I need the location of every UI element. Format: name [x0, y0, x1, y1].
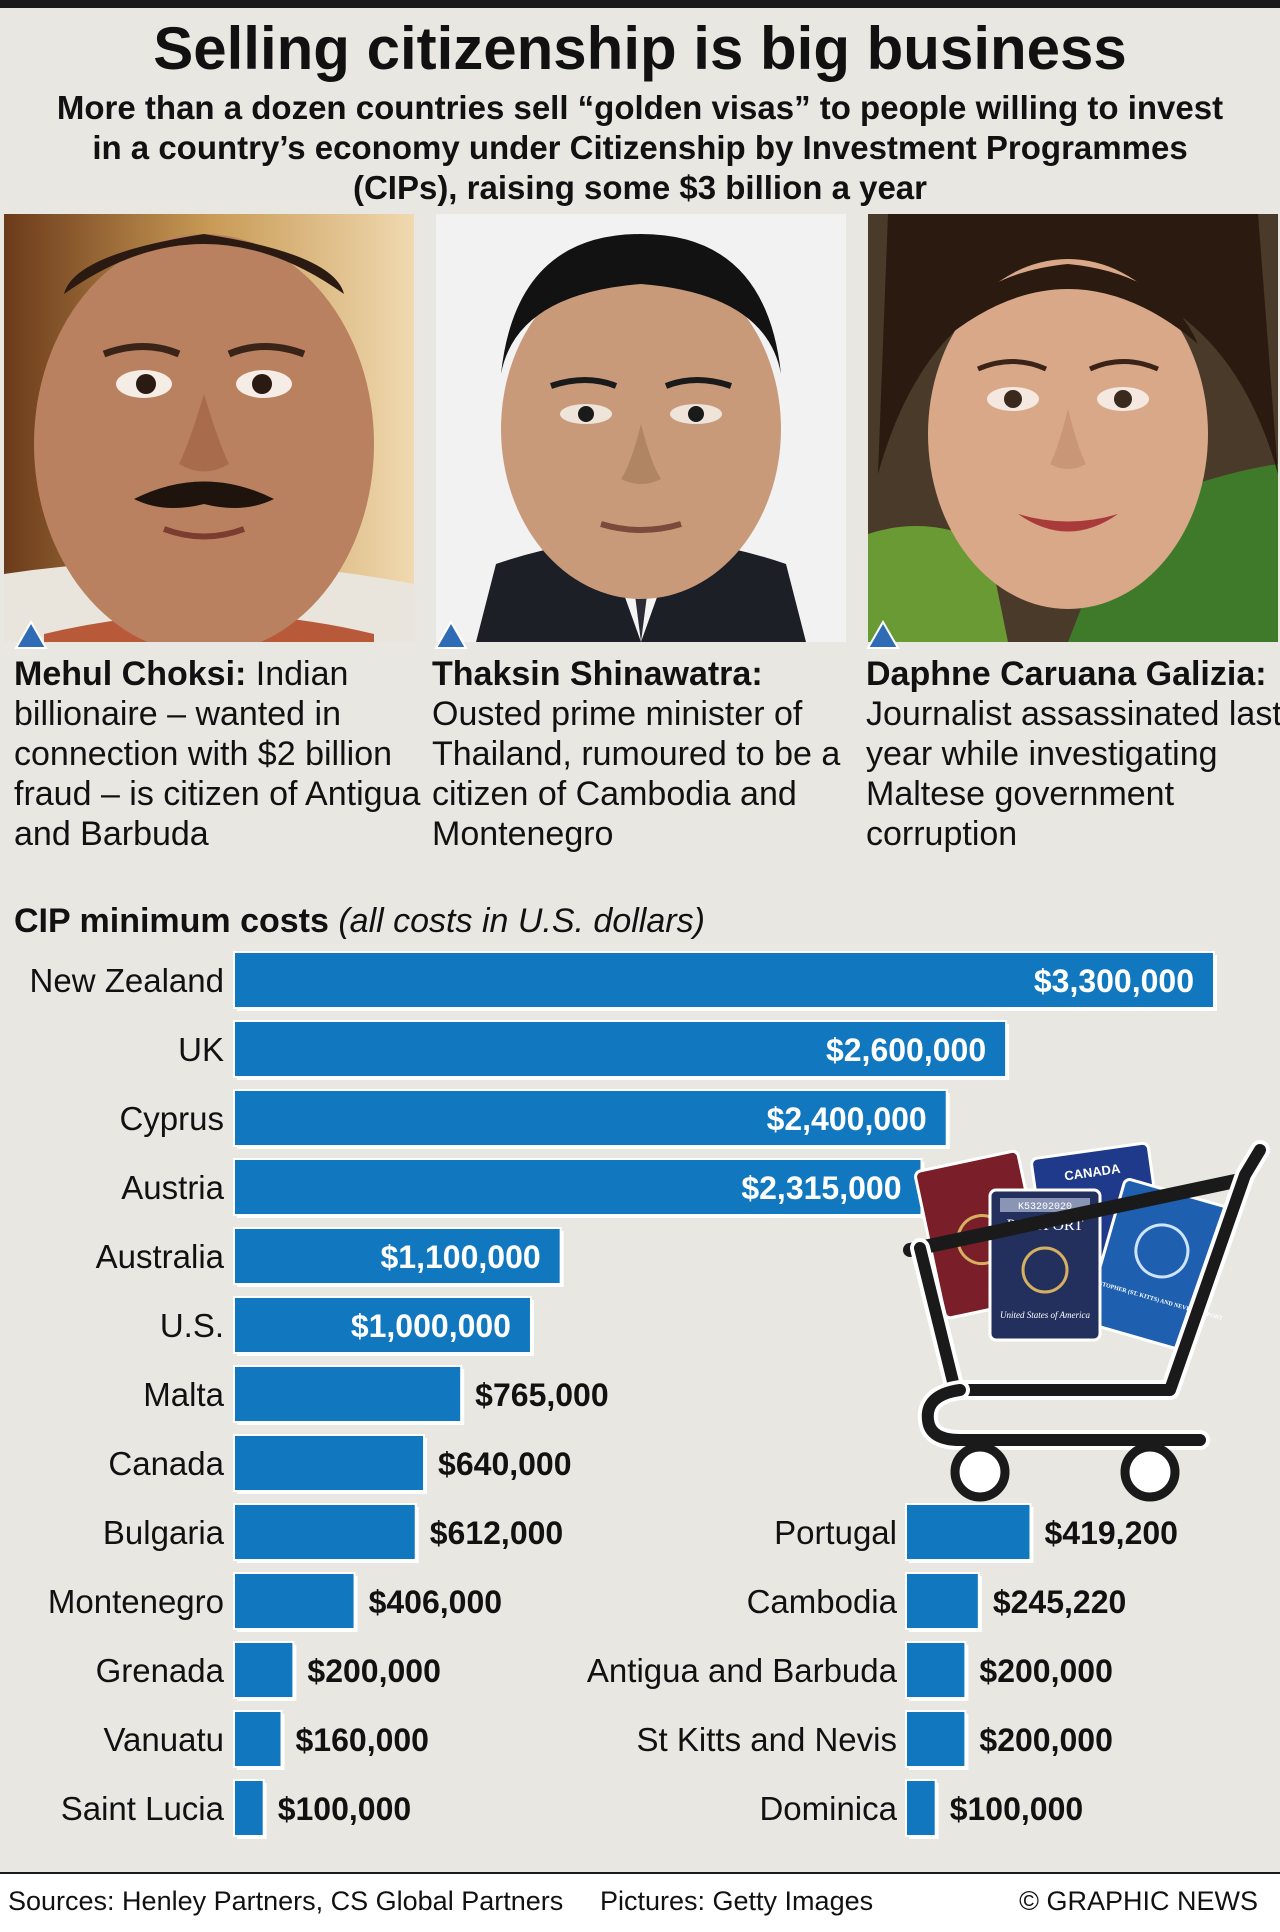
bar-cambodia — [905, 1572, 980, 1630]
value-label-cambodia: $245,220 — [993, 1584, 1126, 1620]
passport-us-country: United States of America — [1000, 1310, 1091, 1320]
bar-bulgaria — [233, 1503, 417, 1561]
bar-cyprus — [233, 1089, 948, 1147]
footer-sources: Sources: Henley Partners, CS Global Part… — [8, 1886, 564, 1916]
value-label-cyprus: $2,400,000 — [767, 1101, 927, 1137]
value-label-st-kitts-and-nevis: $200,000 — [979, 1722, 1112, 1758]
shopping-cart-icon: CANADA ST. CHRISTOPHER (ST. KITTS) AND N… — [903, 1140, 1270, 1502]
category-label-cyprus: Cyprus — [119, 1100, 224, 1137]
category-label-saint-lucia: Saint Lucia — [61, 1790, 225, 1827]
category-label-st-kitts-and-nevis: St Kitts and Nevis — [637, 1721, 897, 1758]
top-rule — [0, 0, 1280, 8]
category-label-vanuatu: Vanuatu — [104, 1721, 225, 1758]
footer-pictures: Pictures: Getty Images — [600, 1886, 874, 1916]
category-label-canada: Canada — [108, 1445, 224, 1482]
chart-title: CIP minimum costs (all costs in U.S. dol… — [14, 900, 1014, 942]
bar-dominica — [905, 1779, 937, 1837]
value-label-montenegro: $406,000 — [369, 1584, 502, 1620]
category-label-u-s-: U.S. — [160, 1307, 224, 1344]
value-label-saint-lucia: $100,000 — [278, 1791, 411, 1827]
bar-grenada — [233, 1641, 295, 1699]
caption-name: Thaksin Shinawatra: — [432, 655, 763, 693]
bar-u-s- — [233, 1296, 532, 1354]
caption-text: Indian billionaire – wanted in connectio… — [14, 655, 421, 853]
page-subtitle: More than a dozen countries sell “golden… — [56, 89, 1224, 206]
category-label-bulgaria: Bulgaria — [103, 1514, 225, 1551]
bar-uk — [233, 1020, 1008, 1078]
category-label-dominica: Dominica — [759, 1790, 897, 1827]
category-label-new-zealand: New Zealand — [30, 962, 224, 999]
value-label-portugal: $419,200 — [1044, 1515, 1177, 1551]
category-label-austria: Austria — [121, 1169, 224, 1206]
caption-thaksin-shinawatra: Thaksin Shinawatra: Ousted prime ministe… — [432, 654, 852, 854]
value-label-dominica: $100,000 — [950, 1791, 1083, 1827]
bar-montenegro — [233, 1572, 356, 1630]
page-title: Selling citizenship is big business — [153, 15, 1127, 82]
value-label-uk: $2,600,000 — [826, 1032, 986, 1068]
value-label-bulgaria: $612,000 — [430, 1515, 563, 1551]
caption-text: Journalist assassinated last year while … — [866, 695, 1280, 853]
category-label-cambodia: Cambodia — [747, 1583, 898, 1620]
category-label-portugal: Portugal — [774, 1514, 897, 1551]
pointer-triangle-icon — [866, 620, 900, 649]
footer-credit: © GRAPHIC NEWS — [1019, 1886, 1258, 1916]
caption-name: Daphne Caruana Galizia: — [866, 655, 1267, 693]
caption-mehul-choksi: Mehul Choksi: Indian billionaire – wante… — [14, 654, 434, 854]
bar-new-zealand — [233, 951, 1215, 1009]
category-label-montenegro: Montenegro — [48, 1583, 224, 1620]
category-label-australia: Australia — [96, 1238, 225, 1275]
value-label-malta: $765,000 — [475, 1377, 608, 1413]
chart-title-note: (all costs in U.S. dollars) — [338, 902, 705, 940]
bar-saint-lucia — [233, 1779, 265, 1837]
category-label-grenada: Grenada — [96, 1652, 225, 1689]
value-label-australia: $1,100,000 — [381, 1239, 541, 1275]
bar-malta — [233, 1365, 463, 1423]
bar-portugal — [905, 1503, 1032, 1561]
pointer-triangle-icon — [434, 620, 468, 649]
category-label-uk: UK — [178, 1031, 224, 1068]
bar-antigua-and-barbuda — [905, 1641, 967, 1699]
bar-chart: New Zealand $3,300,000 UK $2,600,000 Cyprus $… — [30, 951, 1217, 1839]
photo-thaksin-shinawatra — [436, 214, 846, 642]
caption-text: Ousted prime minister of Thailand, rumou… — [432, 695, 841, 853]
value-label-grenada: $200,000 — [307, 1653, 440, 1689]
value-label-austria: $2,315,000 — [741, 1170, 901, 1206]
pointer-triangle-icon — [14, 620, 48, 649]
bar-st-kitts-and-nevis — [905, 1710, 967, 1768]
category-label-malta: Malta — [143, 1376, 224, 1413]
photo-mehul-choksi — [4, 214, 414, 642]
bar-austria — [233, 1158, 923, 1216]
bar-australia — [233, 1227, 562, 1285]
photo-daphne-caruana-galizia — [868, 214, 1278, 642]
chart-title-text: CIP minimum costs — [14, 902, 329, 940]
value-label-u-s-: $1,000,000 — [351, 1308, 511, 1344]
category-label-antigua-and-barbuda: Antigua and Barbuda — [587, 1652, 898, 1689]
value-label-vanuatu: $160,000 — [296, 1722, 429, 1758]
value-label-antigua-and-barbuda: $200,000 — [979, 1653, 1112, 1689]
bar-vanuatu — [233, 1710, 283, 1768]
caption-name: Mehul Choksi: — [14, 655, 247, 693]
value-label-new-zealand: $3,300,000 — [1034, 963, 1194, 999]
footer: Sources: Henley Partners, CS Global Part… — [0, 1872, 1280, 1932]
caption-daphne-caruana-galizia: Daphne Caruana Galizia: Journalist assas… — [866, 654, 1280, 854]
passport-us-serial: K53202020 — [1018, 1202, 1072, 1213]
value-label-canada: $640,000 — [438, 1446, 571, 1482]
bar-canada — [233, 1434, 426, 1492]
